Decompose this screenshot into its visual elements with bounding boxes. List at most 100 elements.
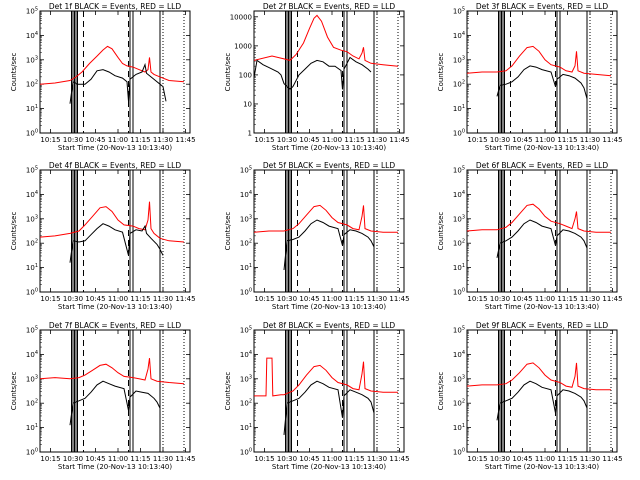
- x-tick-label: 10:45: [512, 295, 532, 303]
- x-axis-title: Start Time (20-Nov-13 10:13:40): [485, 144, 599, 152]
- series-lld: [40, 358, 185, 385]
- axes-frame: [466, 10, 618, 134]
- x-tick-label: 11:45: [602, 136, 622, 144]
- x-axis-title: Start Time (20-Nov-13 10:13:40): [58, 144, 172, 152]
- series-lld: [40, 201, 185, 243]
- x-tick-label: 11:45: [389, 455, 409, 463]
- x-tick-label: 10:15: [40, 455, 60, 463]
- x-tick-label: 11:15: [344, 136, 364, 144]
- x-tick-label: 11:15: [557, 295, 577, 303]
- y-tick-label: 100: [26, 129, 38, 138]
- x-tick-label: 10:30: [490, 295, 510, 303]
- x-tick-label: 11:15: [344, 295, 364, 303]
- y-axis-title: Counts/sec: [437, 372, 445, 411]
- x-tick-label: 10:30: [63, 295, 83, 303]
- y-tick-label: 105: [453, 326, 465, 335]
- axes-frame: [39, 10, 191, 134]
- x-tick-label: 11:30: [580, 295, 600, 303]
- x-tick-label: 11:00: [108, 295, 128, 303]
- x-tick-label: 10:30: [277, 136, 297, 144]
- series-events: [69, 380, 161, 426]
- y-tick-label: 100: [240, 288, 252, 297]
- panel-9: Det 9f BLACK = Events, RED = LLD Counts/s…: [437, 321, 623, 471]
- x-tick-label: 11:45: [175, 295, 195, 303]
- x-tick-label: 10:45: [512, 136, 532, 144]
- x-tick-label: 11:45: [389, 136, 409, 144]
- y-tick-label: 103: [453, 374, 465, 383]
- x-tick-label: 11:15: [344, 455, 364, 463]
- y-tick-label: 102: [26, 80, 38, 89]
- series-lld: [40, 45, 185, 85]
- x-axis-title: Start Time (20-Nov-13 10:13:40): [272, 463, 386, 471]
- y-tick-label: 100: [26, 448, 38, 457]
- x-tick-label: 11:15: [557, 455, 577, 463]
- series-events: [69, 62, 167, 104]
- x-tick-label: 10:30: [277, 295, 297, 303]
- x-tick-label: 11:00: [108, 136, 128, 144]
- x-axis-title: Start Time (20-Nov-13 10:13:40): [485, 303, 599, 311]
- y-tick-label: 103: [453, 214, 465, 223]
- x-tick-label: 11:30: [367, 295, 387, 303]
- y-tick-label: 104: [453, 190, 465, 199]
- x-tick-label: 11:00: [535, 295, 555, 303]
- y-tick-label: 105: [26, 326, 38, 335]
- panel-6: Det 6f BLACK = Events, RED = LLD Counts/s…: [437, 161, 623, 311]
- y-tick-label: 101: [240, 263, 252, 272]
- y-tick-label: 100: [240, 448, 252, 457]
- series-lld: [254, 204, 398, 233]
- data-layer: [40, 11, 185, 133]
- panel-title: Det 2f BLACK = Events, RED = LLD: [263, 2, 396, 11]
- series-lld: [254, 357, 398, 397]
- y-tick-label: 103: [240, 374, 252, 383]
- x-tick-label: 10:45: [512, 455, 532, 463]
- series-events: [496, 65, 588, 99]
- y-tick-label: 102: [26, 399, 38, 408]
- x-tick-label: 11:15: [130, 455, 150, 463]
- data-layer: [254, 11, 399, 133]
- panel-title: Det 5f BLACK = Events, RED = LLD: [263, 161, 396, 170]
- x-tick-label: 11:30: [367, 136, 387, 144]
- x-tick-label: 10:15: [467, 295, 487, 303]
- axes-frame: [466, 329, 618, 453]
- series-events: [283, 219, 375, 271]
- y-tick-label: 100: [453, 288, 465, 297]
- x-tick-label: 10:30: [490, 136, 510, 144]
- y-tick-label: 102: [453, 399, 465, 408]
- y-tick-label: 104: [26, 31, 38, 40]
- data-layer: [40, 330, 185, 452]
- y-tick-label: 100: [453, 129, 465, 138]
- y-axis-title: Counts/sec: [10, 53, 18, 92]
- y-tick-label: 103: [26, 374, 38, 383]
- x-tick-label: 10:15: [467, 455, 487, 463]
- x-axis-title: Start Time (20-Nov-13 10:13:40): [485, 463, 599, 471]
- series-lld: [467, 45, 612, 77]
- x-axis-title: Start Time (20-Nov-13 10:13:40): [272, 303, 386, 311]
- series-events: [254, 56, 372, 91]
- y-tick-label: 102: [26, 239, 38, 248]
- x-tick-label: 11:45: [602, 295, 622, 303]
- data-layer: [467, 170, 612, 292]
- y-tick-label: 102: [240, 399, 252, 408]
- panel-4: Det 4f BLACK = Events, RED = LLD Counts/s…: [10, 161, 196, 311]
- y-tick-label: 101: [240, 423, 252, 432]
- panel-2: Det 2f BLACK = Events, RED = LLD Counts/s…: [224, 2, 410, 152]
- data-layer: [254, 330, 399, 452]
- x-tick-label: 11:45: [389, 295, 409, 303]
- axes-frame: [39, 329, 191, 453]
- y-tick-label: 103: [240, 214, 252, 223]
- data-layer: [254, 170, 399, 292]
- panel-title: Det 4f BLACK = Events, RED = LLD: [49, 161, 182, 170]
- x-tick-label: 10:45: [299, 136, 319, 144]
- y-tick-label: 105: [240, 326, 252, 335]
- data-layer: [467, 11, 612, 133]
- y-tick-label: 103: [26, 214, 38, 223]
- panel-title: Det 7f BLACK = Events, RED = LLD: [49, 321, 182, 330]
- axes-frame: [466, 169, 618, 293]
- x-tick-label: 11:00: [535, 455, 555, 463]
- y-axis-title: Counts/sec: [437, 212, 445, 251]
- x-tick-label: 11:30: [153, 295, 173, 303]
- y-tick-label: 101: [453, 423, 465, 432]
- y-tick-label: 104: [453, 350, 465, 359]
- panel-title: Det 9f BLACK = Events, RED = LLD: [476, 321, 609, 330]
